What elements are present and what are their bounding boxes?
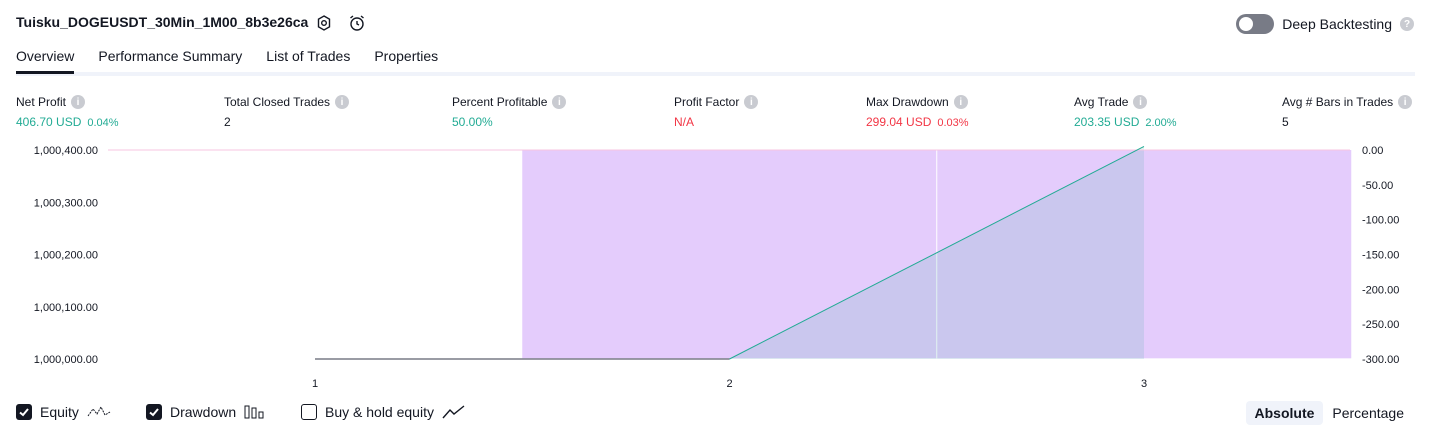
equity-chart[interactable]: 1,000,400.00 1,000,300.00 1,000,200.00 1,00… (0, 140, 1431, 395)
metric-label: Total Closed Trades (224, 95, 331, 109)
right-axis-tick: -50.00 (1362, 180, 1393, 192)
absolute-button[interactable]: Absolute (1245, 401, 1324, 425)
info-icon[interactable]: i (552, 95, 567, 109)
info-icon[interactable]: i (1133, 95, 1148, 109)
metric-percent: 2.00% (1145, 117, 1177, 129)
buy-hold-label: Buy & hold equity (325, 404, 434, 420)
equity-line (729, 146, 1145, 360)
equity-checkbox[interactable] (16, 404, 32, 420)
equity-label: Equity (40, 404, 79, 420)
left-axis-tick: 1,000,300.00 (34, 197, 98, 209)
x-axis-tick: 1 (312, 378, 318, 390)
legend-drawdown[interactable]: Drawdown (146, 404, 266, 420)
metric-max-drawdown: Max Drawdown i 299.04 USD 0.03% (866, 95, 969, 129)
metric-total-closed-trades: Total Closed Trades i 2 (224, 95, 350, 129)
help-icon[interactable]: ? (1400, 17, 1414, 31)
left-axis-tick: 1,000,100.00 (34, 302, 98, 314)
tab-list-of-trades[interactable]: List of Trades (266, 48, 351, 64)
metric-value: 5 (1282, 115, 1289, 129)
metric-label: Profit Factor (674, 95, 740, 109)
metric-value: 203.35 USD (1074, 115, 1140, 129)
info-icon[interactable]: i (71, 95, 86, 109)
tab-overview[interactable]: Overview (16, 48, 75, 74)
drawdown-bar (936, 150, 1352, 359)
right-axis-tick: -200.00 (1362, 284, 1399, 296)
settings-icon[interactable] (314, 13, 334, 33)
drawdown-checkbox[interactable] (146, 404, 162, 420)
legend-equity[interactable]: Equity (16, 404, 111, 420)
info-icon[interactable]: i (335, 95, 350, 109)
left-axis-tick: 1,000,200.00 (34, 250, 98, 262)
left-axis-tick: 1,000,000.00 (34, 354, 98, 366)
right-axis-tick: -100.00 (1362, 215, 1399, 227)
strategy-title: Tuisku_DOGEUSDT_30Min_1M00_8b3e26ca (16, 14, 309, 30)
metric-avg-bars: Avg # Bars in Trades i 5 (1282, 95, 1413, 129)
deep-backtesting-control: Deep Backtesting ? (1236, 14, 1414, 34)
right-axis-tick: 0.00 (1362, 145, 1383, 157)
info-icon[interactable]: i (1398, 95, 1413, 109)
tab-performance-summary[interactable]: Performance Summary (98, 48, 243, 64)
deep-backtesting-toggle[interactable] (1236, 14, 1275, 34)
info-icon[interactable]: i (953, 95, 968, 109)
drawdown-bars-icon (244, 405, 264, 419)
metric-value: 406.70 USD (16, 115, 82, 129)
deep-backtesting-label: Deep Backtesting (1282, 16, 1392, 32)
metric-net-profit: Net Profit i 406.70 USD 0.04% (16, 95, 119, 129)
buy-hold-line-icon (442, 405, 465, 419)
x-axis-tick: 2 (726, 378, 732, 390)
x-axis-tick: 3 (1141, 378, 1147, 390)
metric-avg-trade: Avg Trade i 203.35 USD 2.00% (1074, 95, 1177, 129)
metric-value: N/A (674, 115, 695, 129)
drawdown-label: Drawdown (170, 404, 237, 420)
left-axis-tick: 1,000,400.00 (34, 145, 98, 157)
metric-percent-profitable: Percent Profitable i 50.00% (452, 95, 567, 129)
tab-bar: Overview Performance Summary List of Tra… (16, 48, 438, 74)
info-icon[interactable]: i (744, 95, 759, 109)
metric-value: 2 (224, 115, 231, 129)
buy-hold-checkbox[interactable] (301, 404, 317, 420)
tabs-divider (16, 72, 1415, 76)
percentage-button[interactable]: Percentage (1332, 405, 1404, 421)
metric-profit-factor: Profit Factor i N/A (674, 95, 759, 129)
metric-label: Avg Trade (1074, 95, 1129, 109)
legend-buy-hold[interactable]: Buy & hold equity (301, 404, 466, 420)
mode-switch: Absolute Percentage (1245, 401, 1414, 425)
metric-label: Net Profit (16, 95, 67, 109)
tab-properties[interactable]: Properties (374, 48, 439, 64)
metric-label: Avg # Bars in Trades (1282, 95, 1394, 109)
metric-value: 50.00% (452, 115, 493, 129)
equity-line-icon (87, 405, 111, 417)
right-axis-tick: -300.00 (1362, 354, 1399, 366)
metric-percent: 0.04% (87, 117, 119, 129)
metric-label: Percent Profitable (452, 95, 548, 109)
metric-percent: 0.03% (937, 117, 969, 129)
drawdown-bar (522, 150, 937, 359)
add-alert-icon[interactable] (347, 13, 367, 33)
metric-label: Max Drawdown (866, 95, 949, 109)
metric-value: 299.04 USD (866, 115, 932, 129)
right-axis-tick: -150.00 (1362, 250, 1399, 262)
right-axis-tick: -250.00 (1362, 319, 1399, 331)
